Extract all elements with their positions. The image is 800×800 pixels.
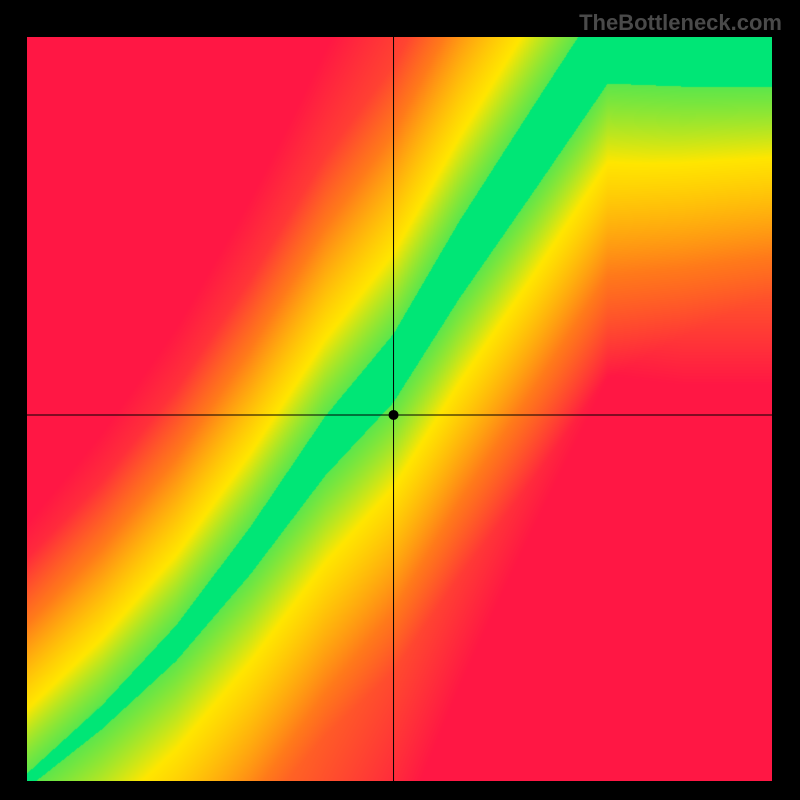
data-point-marker [389, 410, 399, 420]
overlay-svg [27, 37, 772, 781]
heatmap-plot [27, 37, 772, 781]
watermark-text: TheBottleneck.com [579, 10, 782, 36]
